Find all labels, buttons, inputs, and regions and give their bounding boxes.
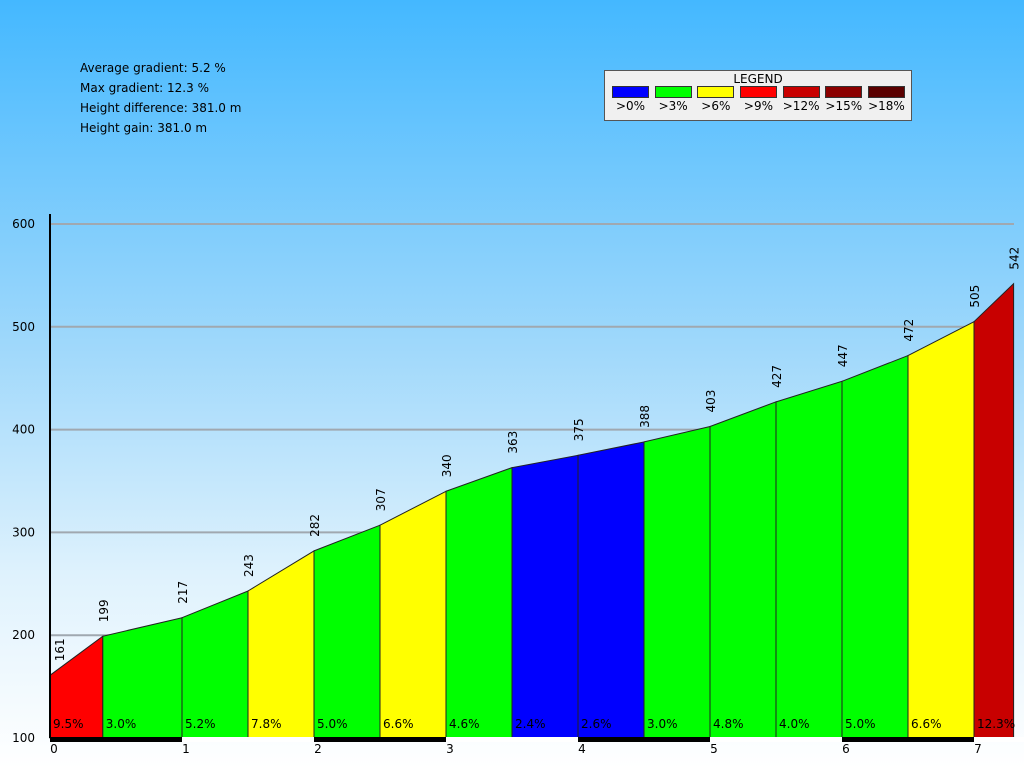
legend-label: >15%: [825, 99, 863, 113]
y-tick-label: 300: [12, 525, 35, 539]
gradient-segment: [775, 380, 843, 739]
elevation-label: 388: [638, 405, 652, 428]
legend-item: >0%: [612, 86, 649, 113]
elevation-label: 542: [1008, 247, 1022, 270]
legend-item: >12%: [782, 86, 820, 113]
segment-gradient-label: 2.6%: [581, 717, 612, 731]
gradient-segment: [907, 320, 975, 739]
elevation-label: 217: [176, 581, 190, 604]
gradient-segment: [511, 454, 579, 739]
gradient-segment: [577, 441, 645, 739]
gradient-segment: [445, 466, 513, 739]
legend-swatch: [697, 86, 735, 98]
elevation-label: 199: [97, 599, 111, 622]
gradient-segment: [247, 550, 315, 739]
legend-label: >18%: [868, 99, 905, 113]
elevation-label: 375: [572, 418, 586, 441]
y-tick-label: 400: [12, 423, 35, 437]
segment-gradient-label: 4.0%: [779, 717, 810, 731]
y-tick-label: 100: [12, 731, 35, 745]
segment-gradient-label: 5.0%: [845, 717, 876, 731]
segment-gradient-label: 6.6%: [911, 717, 942, 731]
elevation-label: 161: [53, 638, 67, 661]
x-scale-bar: [50, 737, 182, 742]
x-tick-label: 6: [842, 742, 850, 756]
segment-gradient-label: 4.6%: [449, 717, 480, 731]
x-scale-bar: [710, 737, 842, 742]
gradient-segment: [379, 490, 447, 739]
y-tick-label: 600: [12, 217, 35, 231]
gradient-segment: [841, 354, 909, 739]
x-tick-label: 7: [974, 742, 982, 756]
segment-gradient-label: 5.0%: [317, 717, 348, 731]
segment-gradient-label: 2.4%: [515, 717, 546, 731]
elevation-label: 427: [770, 365, 784, 388]
segment-gradient-label: 7.8%: [251, 717, 282, 731]
segment-gradient-label: 3.0%: [106, 717, 137, 731]
legend-swatch: [654, 86, 692, 98]
segment-gradient-label: 12.3%: [977, 717, 1015, 731]
x-tick-label: 3: [446, 742, 454, 756]
x-scale-bar: [314, 737, 446, 742]
gradient-segment: [973, 282, 1015, 739]
gradient-segment: [181, 590, 249, 739]
segment-gradient-label: 4.8%: [713, 717, 744, 731]
elevation-label: 243: [242, 554, 256, 577]
legend-label: >12%: [782, 99, 820, 113]
legend-label: >0%: [615, 99, 646, 113]
x-scale-bar: [446, 737, 578, 742]
x-tick-label: 2: [314, 742, 322, 756]
elevation-label: 447: [836, 344, 850, 367]
gradient-segment: [709, 401, 777, 739]
legend-swatch: [867, 86, 905, 98]
height-difference: Height difference: 381.0 m: [80, 101, 242, 115]
stats-panel: Average gradient: 5.2 % Max gradient: 12…: [80, 58, 241, 138]
legend-swatch: [825, 86, 863, 98]
x-scale-bar: [182, 737, 314, 742]
max-gradient: Max gradient: 12.3 %: [80, 81, 209, 95]
segment-gradient-label: 9.5%: [53, 717, 84, 731]
x-scale-bar: [842, 737, 974, 742]
elevation-label: 363: [506, 431, 520, 454]
segment-gradient-label: 5.2%: [185, 717, 216, 731]
x-scale-bar: [974, 737, 1024, 742]
legend-label: >6%: [701, 99, 731, 113]
legend-swatch: [739, 86, 777, 98]
legend: LEGEND >0% >3% >6% >9% >12% >15% >18%: [604, 70, 912, 121]
x-tick-label: 0: [50, 742, 58, 756]
legend-swatch: [782, 86, 820, 98]
legend-swatch: [612, 86, 649, 98]
legend-item: >15%: [825, 86, 863, 113]
legend-item: >3%: [654, 86, 692, 113]
x-tick-label: 1: [182, 742, 190, 756]
elevation-label: 403: [704, 390, 718, 413]
y-tick-label: 500: [12, 320, 35, 334]
gradient-segment: [643, 425, 711, 739]
x-scale-bar: [578, 737, 710, 742]
elevation-label: 472: [902, 319, 916, 342]
legend-item: >9%: [739, 86, 777, 113]
height-gain: Height gain: 381.0 m: [80, 121, 208, 135]
legend-item: >6%: [697, 86, 735, 113]
elevation-label: 340: [440, 454, 454, 477]
elevation-label: 505: [968, 285, 982, 308]
segment-gradient-label: 3.0%: [647, 717, 678, 731]
segment-gradient-label: 6.6%: [383, 717, 414, 731]
gradient-segment: [313, 524, 381, 739]
legend-title: LEGEND: [733, 72, 783, 86]
x-tick-label: 5: [710, 742, 718, 756]
x-tick-label: 4: [578, 742, 586, 756]
average-gradient: Average gradient: 5.2 %: [80, 61, 226, 75]
legend-item: >18%: [867, 86, 905, 113]
legend-label: >3%: [658, 99, 688, 113]
elevation-label: 307: [374, 488, 388, 511]
legend-label: >9%: [743, 99, 774, 113]
elevation-label: 282: [308, 514, 322, 537]
y-tick-label: 200: [12, 628, 35, 642]
